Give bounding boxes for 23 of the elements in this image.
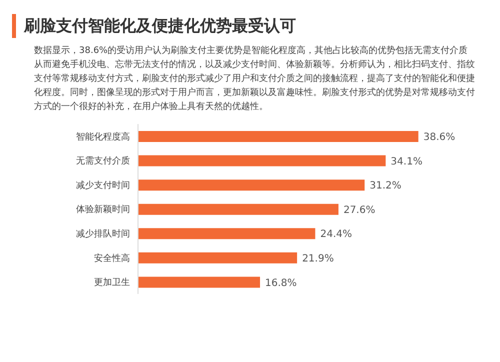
bar <box>138 252 298 264</box>
bar <box>138 180 365 191</box>
data-label: 31.2% <box>370 180 402 192</box>
bar <box>138 204 338 215</box>
y-tick-label: 体验新颖时间 <box>76 204 130 216</box>
data-label: 16.8% <box>265 278 297 289</box>
y-tick-label: 智能化程度高 <box>76 131 130 142</box>
bar <box>138 131 418 142</box>
bar <box>138 155 386 166</box>
y-tick-label: 减少支付时间 <box>76 180 130 191</box>
y-tick-label: 安全性高 <box>94 252 130 264</box>
bar <box>138 276 260 288</box>
data-label: 34.1% <box>390 156 422 168</box>
text: 数据显示，38.6%的受访用户认为刷脸支付主要优势是智能化程度高，其他占比较高的优势包括无需支付介质从而避免手机没电、忘带无法支付的情况，以及减少支付时间、体验新颖等。分析师认为，相比扫码支付、指纹支付等常规移动支付方式，刷脸支付的形式减少了用户和支付介质之间的接触流程，提高了支付的智能化和便捷化程度。同时，图像呈现的形式对于用户而言，更加新颖以及富趣味性。刷脸支付形式的优势是对常规移动支付方式的一个很好的补充，在用户体验上具有天然的优越性。 <box>33 44 476 114</box>
y-tick-label: 无需支付介质 <box>76 156 130 167</box>
data-label: 27.6% <box>343 204 376 216</box>
bar <box>138 228 316 240</box>
data-label: 38.6% <box>423 132 456 144</box>
y-tick-label: 减少排队时间 <box>76 228 130 240</box>
data-label: 21.9% <box>302 253 334 264</box>
y-tick-label: 更加卫生 <box>94 277 130 288</box>
chart-title: 刷脸支付智能化及便捷化优势最受认可 <box>24 16 296 36</box>
data-label: 24.4% <box>320 229 352 240</box>
